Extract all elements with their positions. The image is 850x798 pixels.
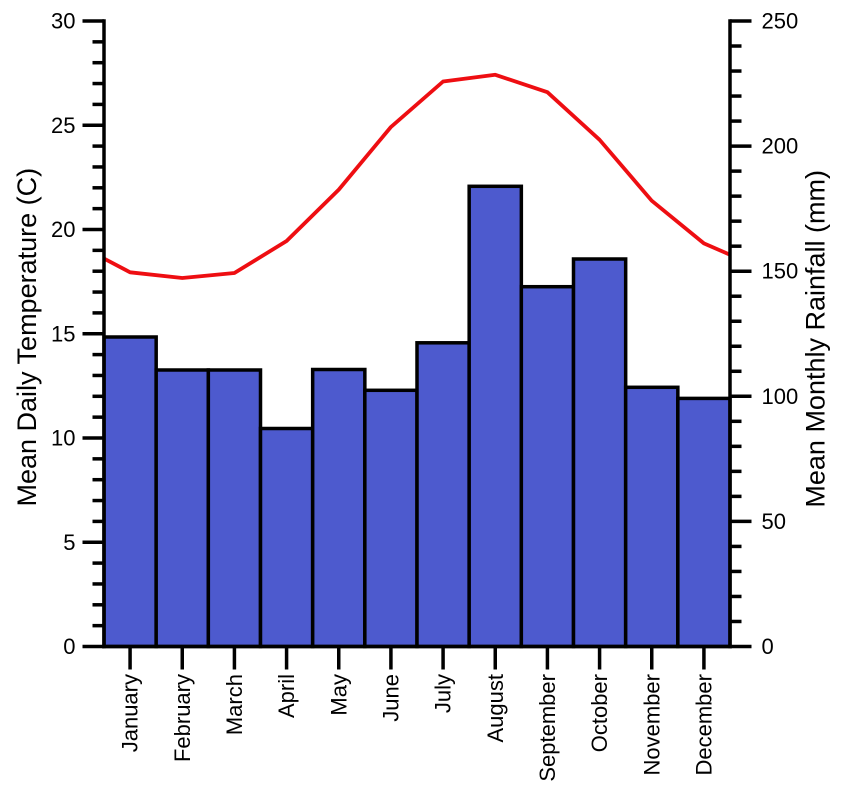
svg-text:March: March [222,674,247,735]
svg-text:April: April [274,674,299,718]
svg-text:15: 15 [51,321,75,346]
svg-text:August: August [483,674,508,743]
svg-text:Mean Monthly Rainfall (mm): Mean Monthly Rainfall (mm) [801,170,831,508]
svg-text:200: 200 [762,134,799,159]
svg-text:September: September [535,674,560,782]
svg-text:December: December [691,674,716,775]
svg-text:10: 10 [51,426,75,451]
svg-text:5: 5 [63,530,75,555]
svg-text:June: June [378,674,403,722]
svg-text:30: 30 [51,9,75,34]
svg-text:150: 150 [762,259,799,284]
svg-text:0: 0 [762,634,774,659]
svg-text:50: 50 [762,509,786,534]
svg-text:May: May [326,674,351,716]
svg-text:October: October [587,674,612,752]
svg-text:20: 20 [51,217,75,242]
svg-text:250: 250 [762,9,799,34]
svg-text:January: January [118,674,143,752]
svg-text:Mean Daily Temperature (C): Mean Daily Temperature (C) [12,168,42,507]
svg-text:July: July [431,674,456,713]
svg-text:0: 0 [63,634,75,659]
svg-text:February: February [170,674,195,762]
svg-text:25: 25 [51,113,75,138]
svg-text:November: November [639,674,664,775]
svg-text:100: 100 [762,384,799,409]
